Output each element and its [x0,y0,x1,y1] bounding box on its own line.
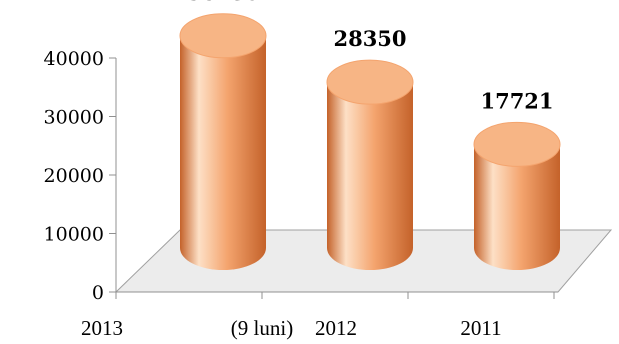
x-axis-labels: 2013 (9 luni) 2012 2011 [81,316,502,340]
cylinder-body [474,144,560,270]
bar-1 [326,59,414,270]
cylinder-top [326,59,414,105]
y-tick-label: 30000 [44,107,104,129]
cylinder-body [327,82,413,270]
x-category-label: (9 luni) [231,316,293,340]
bar-0 [179,13,267,271]
x-axis-ticks [115,292,555,299]
chart-data-labels: 36280 28350 17721 [186,0,553,113]
y-axis-ticks: 0 10000 20000 30000 40000 [44,48,116,304]
x-category-label: 2011 [460,316,501,340]
cylinder-top [179,13,267,59]
x-category-label: 2013 [81,316,123,340]
y-tick-label: 10000 [44,224,104,246]
bar-2 [473,121,561,270]
y-tick-label: 20000 [44,165,104,187]
data-label: 36280 [186,0,259,5]
y-tick-label: 0 [92,282,104,304]
cylinder-body [180,35,266,271]
x-category-label: 2012 [315,316,357,340]
y-tick-label: 40000 [44,48,104,70]
data-label: 28350 [333,26,406,51]
cylinder-top [473,121,561,167]
data-label: 17721 [480,88,553,113]
chart-bars [179,13,561,271]
